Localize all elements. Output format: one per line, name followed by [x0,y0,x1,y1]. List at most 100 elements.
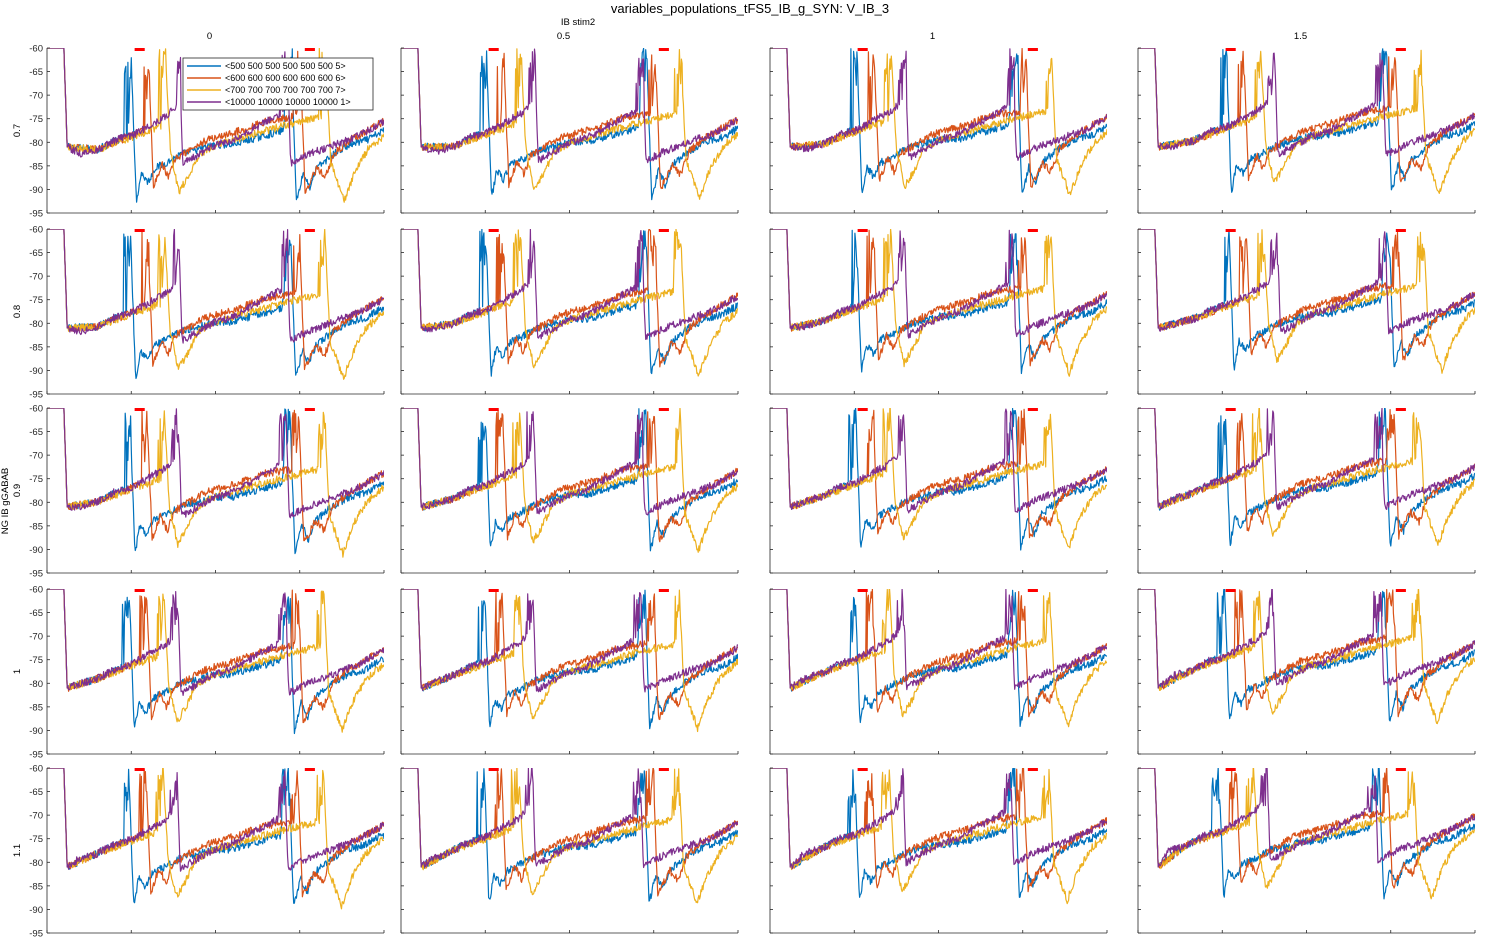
y-tick-label: -95 [29,929,43,938]
y-tick-label: -70 [29,91,43,102]
y-tick-label: -60 [29,585,43,596]
series-line [1138,48,1475,194]
series-traces [770,408,1107,551]
panel [400,228,739,395]
legend-label: <700 700 700 700 700 700 7> [225,85,346,95]
y-tick-label: -70 [29,451,43,462]
y-tick-label: -75 [29,474,43,485]
series-traces [1138,48,1475,194]
row-axis-label: NG IB gGABAB [0,468,11,535]
row-title: 1.1 [12,844,23,857]
series-line [47,229,384,380]
series-traces [47,408,384,558]
series-line [47,589,384,733]
series-line [1138,48,1475,183]
series-line [47,408,384,558]
y-tick-label: -60 [29,44,43,55]
series-line [401,589,738,693]
series-line [47,768,384,910]
y-tick-label: -80 [29,679,43,690]
y-tick-label: -95 [29,209,43,220]
panel [1137,407,1476,574]
panel [1137,588,1476,755]
y-tick-label: -60 [29,404,43,415]
panel: 1 [769,31,1108,214]
series-line [770,408,1107,539]
series-traces [1138,768,1475,900]
panel: 0500100015002000 [767,767,1118,938]
series-line [47,229,384,371]
series-traces [1138,229,1475,374]
series-line [401,229,738,340]
series-line [47,768,384,898]
series-line [770,229,1107,367]
series-line [770,408,1107,551]
series-line [401,48,738,201]
series-traces [401,408,738,553]
row-title: 0.7 [12,124,23,137]
series-traces [401,229,738,377]
series-line [401,589,738,730]
series-line [770,408,1107,549]
y-tick-label: -70 [29,632,43,643]
series-traces [770,768,1107,905]
panel [769,407,1108,574]
series-line [1138,229,1475,374]
series-line [770,48,1107,161]
series-traces [1138,589,1475,725]
series-line [401,229,738,377]
y-tick-label: -90 [29,366,43,377]
series-line [47,229,384,344]
series-traces [47,48,384,203]
y-tick-label: -90 [29,185,43,196]
series-line [1138,408,1475,546]
series-traces [401,48,738,201]
y-tick-label: -85 [29,161,43,172]
series-line [401,589,738,733]
series-line [401,408,738,543]
legend: <500 500 500 500 500 500 5> <600 600 600 … [182,57,374,111]
series-line [770,229,1107,377]
series-line [47,408,384,542]
series-line [770,408,1107,514]
y-tick-label: -85 [29,521,43,532]
y-tick-label: -90 [29,545,43,556]
y-tick-label: -60 [29,225,43,236]
panel: 0.5 [400,31,739,214]
panel: -60 -65 -70 -75 -80 -85 -90 -95 0 0.7 <500 500 500… [12,31,385,220]
y-tick-label: -85 [29,881,43,892]
panels-grid: -60 -65 -70 -75 -80 -85 -90 -95 0 0.7 <500 500 500… [12,31,1486,938]
series-traces [770,229,1107,377]
series-line [401,48,738,190]
panel [400,588,739,755]
legend-label: <600 600 600 600 600 600 6> [225,73,346,83]
y-tick-label: -80 [29,319,43,330]
series-line [770,589,1107,728]
series-line [401,48,738,164]
panel [769,228,1108,395]
series-traces [401,589,738,733]
series-line [401,408,738,516]
series-line [1138,229,1475,335]
series-line [770,589,1107,727]
series-line [1138,768,1475,889]
column-title: 0.5 [557,31,570,42]
y-tick-label: -65 [29,787,43,798]
legend-label: <500 500 500 500 500 500 5> [225,61,346,71]
series-line [401,768,738,869]
column-title: 1 [930,31,935,42]
series-line [401,229,738,377]
series-traces [770,48,1107,196]
y-tick-label: -60 [29,764,43,775]
panel: 0500100015002000 [398,767,749,938]
series-traces [401,768,738,904]
row-title: 0.9 [12,484,23,497]
series-line [1138,408,1475,540]
series-line [770,229,1107,375]
y-tick-label: -80 [29,498,43,509]
column-title: 1.5 [1294,31,1307,42]
y-tick-label: -85 [29,702,43,713]
series-line [770,48,1107,194]
y-tick-label: -75 [29,295,43,306]
y-tick-label: -75 [29,114,43,125]
